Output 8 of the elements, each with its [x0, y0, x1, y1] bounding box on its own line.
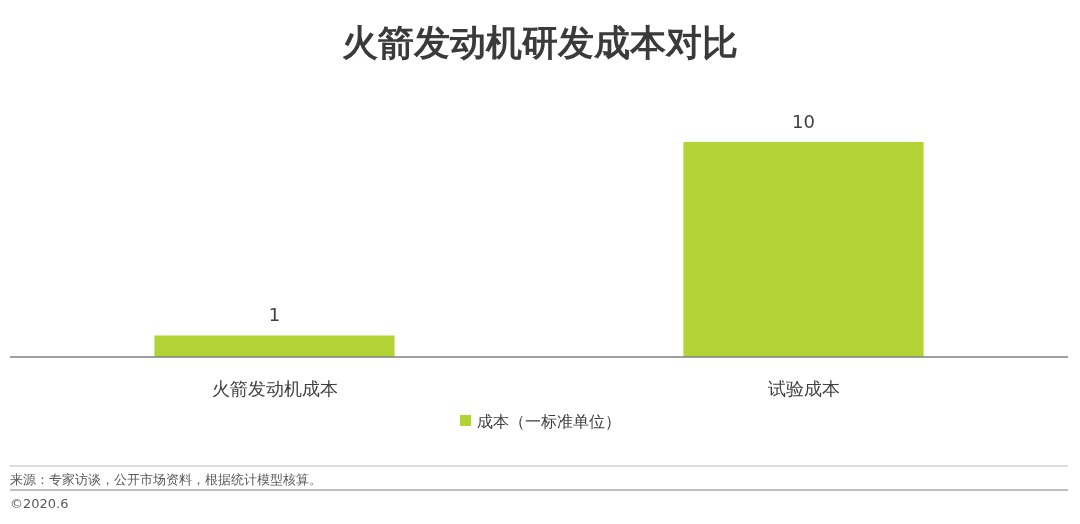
x-tick-label: 火箭发动机成本: [211, 378, 338, 399]
source-note: 来源：专家访谈，公开市场资料，根据统计模型核算。: [10, 472, 322, 487]
x-tick-label: 试验成本: [767, 378, 840, 399]
chart-title: 火箭发动机研发成本对比: [342, 22, 738, 63]
data-label: 10: [792, 110, 815, 132]
data-label: 1: [268, 304, 281, 326]
legend-label: 成本（一标准单位）: [477, 412, 621, 431]
text: ©2020.6: [10, 496, 69, 511]
